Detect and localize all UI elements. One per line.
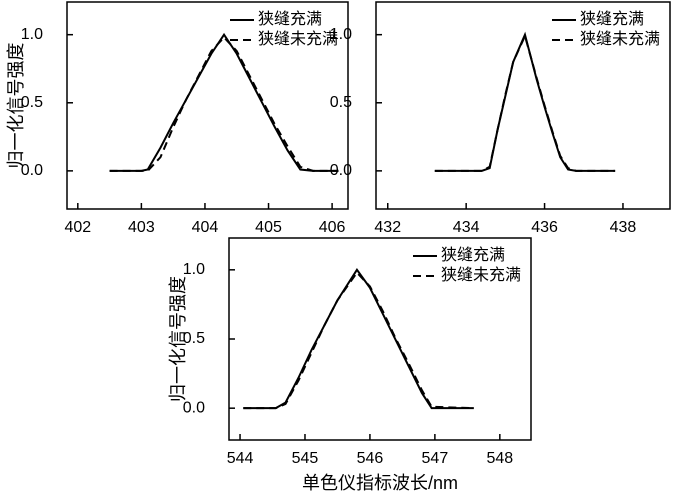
x-axis-label: 单色仪指标波长/nm [302,473,458,493]
legend-label: 狭缝充满 [580,10,644,28]
y-tick-label: 1.0 [21,26,43,43]
y-tick-label: 0.0 [21,162,43,179]
legend-label: 狭缝充满 [258,10,322,28]
y-tick-label: 0.5 [183,330,205,347]
x-tick-label: 403 [128,219,155,236]
y-tick-label: 0.5 [330,94,352,111]
plot-frame [375,1,671,210]
x-tick-label: 434 [453,219,480,236]
data-line [243,271,474,410]
y-tick-label: 0.5 [21,94,43,111]
x-tick-label: 546 [357,450,384,467]
x-tick-label: 438 [610,219,637,236]
y-axis-label: 归一化信号强度 [6,43,26,169]
y-tick-label: 1.0 [330,26,352,43]
y-tick-label: 0.0 [183,399,205,416]
x-tick-label: 432 [374,219,401,236]
legend-label: 狭缝未充满 [441,266,521,284]
x-tick-label: 404 [192,219,219,236]
legend-label: 狭缝未充满 [580,30,660,48]
y-axis-label: 归一化信号强度 [168,276,188,402]
y-tick-label: 1.0 [183,261,205,278]
x-tick-label: 402 [64,219,91,236]
data-line [109,32,339,172]
x-tick-label: 547 [422,450,449,467]
x-tick-label: 405 [255,219,282,236]
y-tick-label: 0.0 [330,162,352,179]
x-tick-label: 436 [531,219,558,236]
data-line [243,268,474,410]
x-tick-label: 545 [292,450,319,467]
plot-frame [66,1,349,210]
x-tick-label: 548 [486,450,513,467]
data-line [434,31,616,172]
data-line [109,35,339,172]
legend-label: 狭缝未充满 [258,30,338,48]
legend-label: 狭缝充满 [441,246,505,264]
data-line [434,33,616,172]
x-tick-label: 544 [227,450,254,467]
x-tick-label: 406 [319,219,346,236]
